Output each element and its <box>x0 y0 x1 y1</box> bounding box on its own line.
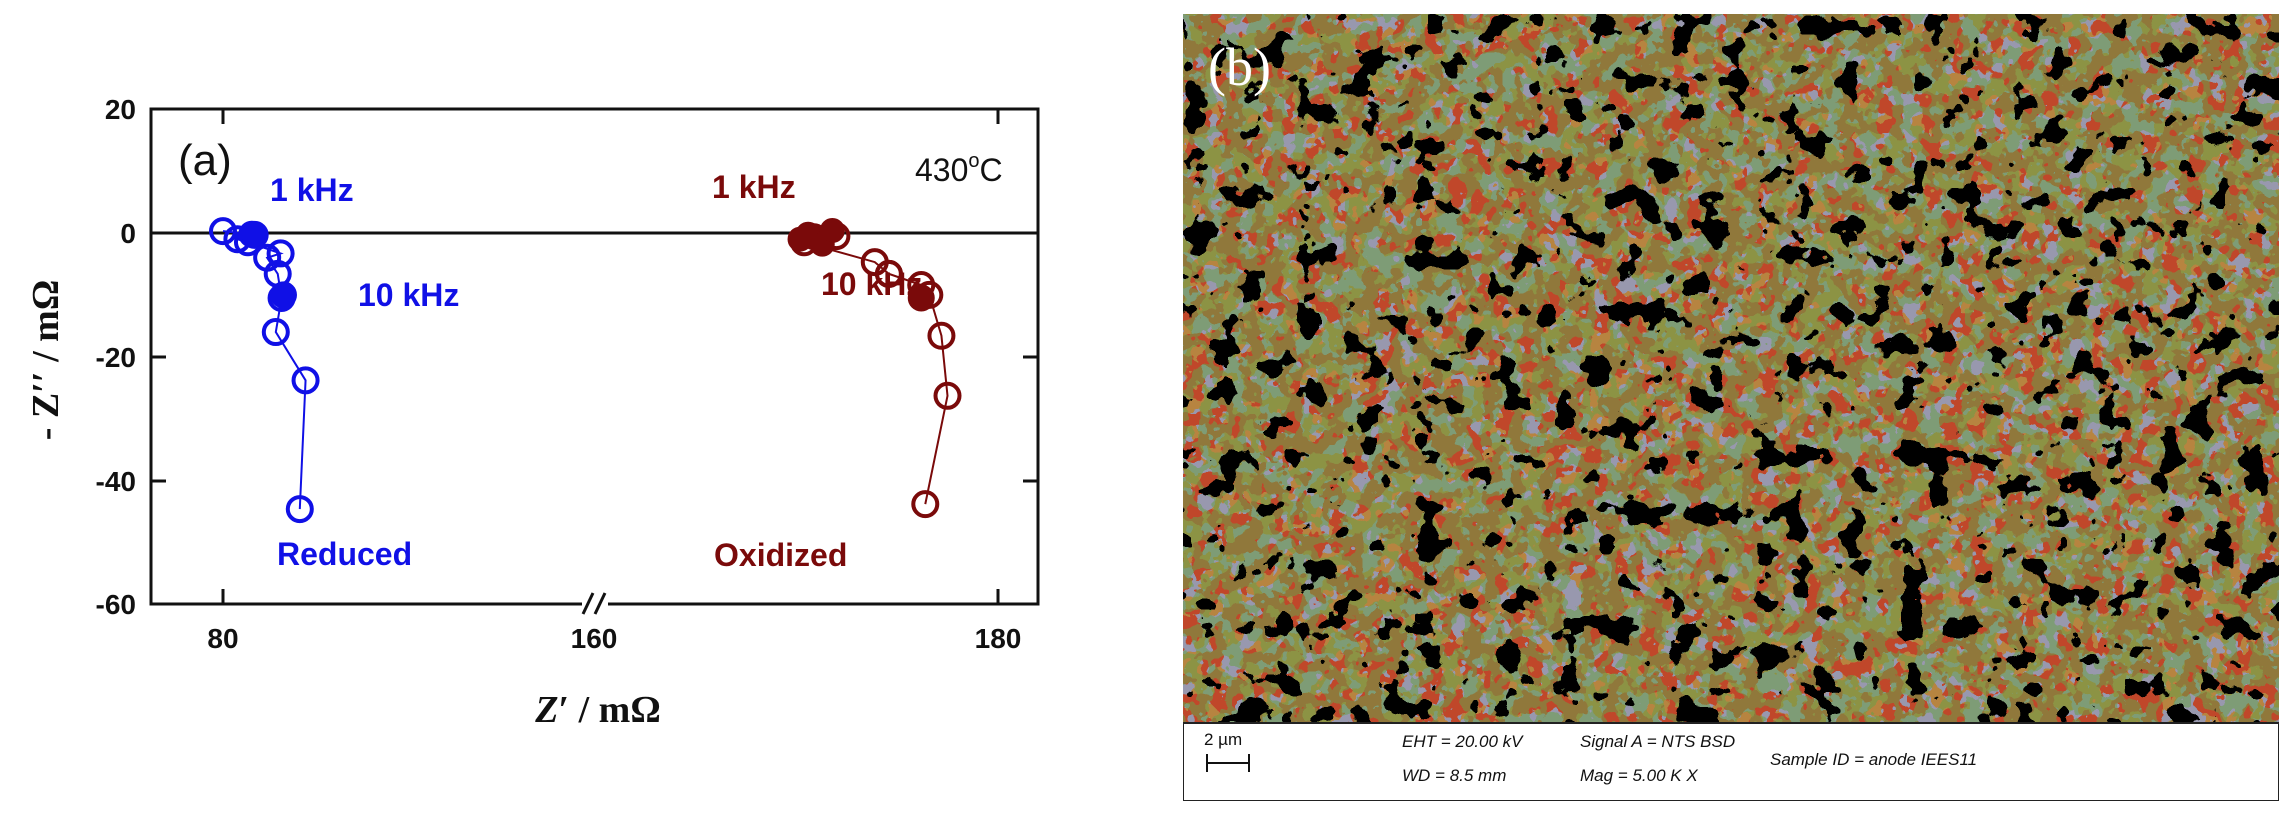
sem-micrograph: (b) <box>1183 14 2279 722</box>
reduced-1khz-label: 1 kHz <box>270 172 354 208</box>
reduced-data-point <box>209 217 237 246</box>
reduced-frequency-marker <box>238 220 266 248</box>
oxidized-10khz-label: 10 kHz <box>821 266 922 302</box>
reduced-data-point <box>291 366 320 395</box>
scalebar <box>1248 754 1250 772</box>
x-ticks <box>221 109 1000 604</box>
panel-label-b: (b) <box>1208 37 1271 97</box>
y-axis-label: - Z′′ / mΩ <box>25 280 67 441</box>
reduced-data-point <box>261 318 290 347</box>
scalebar-label: 2 µm <box>1204 730 1243 749</box>
eht-readout: EHT = 20.00 kV <box>1402 732 1523 751</box>
oxidized-data-point <box>787 226 813 252</box>
oxidized-data-point <box>911 490 940 519</box>
oxidized-1khz-label: 1 kHz <box>712 169 796 205</box>
sem-info-bar: 2 µm EHT = 20.00 kV WD = 8.5 mm Signal A… <box>1183 722 2279 801</box>
reduced-data-point <box>266 239 295 268</box>
reduced-frequency-marker <box>269 281 297 309</box>
y-ticks <box>151 107 1038 606</box>
oxidized-data-point <box>927 321 956 350</box>
axis-break-marker <box>581 592 608 616</box>
xtick-label: 160 <box>571 623 618 654</box>
ytick-label: -20 <box>96 342 136 373</box>
temperature-label: 430oC <box>915 150 1003 188</box>
oxidized-data-point <box>874 259 903 288</box>
oxidized-series-label: Oxidized <box>714 537 847 573</box>
ytick-label: 20 <box>105 94 136 125</box>
wd-readout: WD = 8.5 mm <box>1402 766 1507 785</box>
xtick-label: 180 <box>975 623 1022 654</box>
oxidized-frequency-marker <box>907 284 935 312</box>
x-axis-label: Z′ / mΩ <box>534 689 661 731</box>
reduced-series-label: Reduced <box>277 536 412 572</box>
xtick-label: 80 <box>207 623 238 654</box>
oxidized-data-point <box>933 381 962 410</box>
sem-image-panel: (b) 2 µm EHT = 20.00 kV WD = 8.5 mm Sign… <box>1183 14 2279 801</box>
ytick-label: -40 <box>96 466 136 497</box>
reduced-10khz-label: 10 kHz <box>358 277 459 313</box>
ytick-label: -60 <box>96 589 136 620</box>
data-marks <box>209 217 962 524</box>
oxidized-data-point <box>819 218 845 244</box>
signal-readout: Signal A = NTS BSD <box>1580 732 1736 751</box>
ytick-label: 0 <box>120 218 136 249</box>
impedance-plot: 20 0 -20 -40 -60 80 160 180 Z′ / mΩ - Z′… <box>25 94 1040 731</box>
scalebar <box>1206 762 1250 764</box>
sample-id-readout: Sample ID = anode IEES11 <box>1770 750 1978 769</box>
panel-label-a: (a) <box>178 136 232 185</box>
reduced-data-point <box>285 495 314 524</box>
mag-readout: Mag = 5.00 K X <box>1580 766 1698 785</box>
